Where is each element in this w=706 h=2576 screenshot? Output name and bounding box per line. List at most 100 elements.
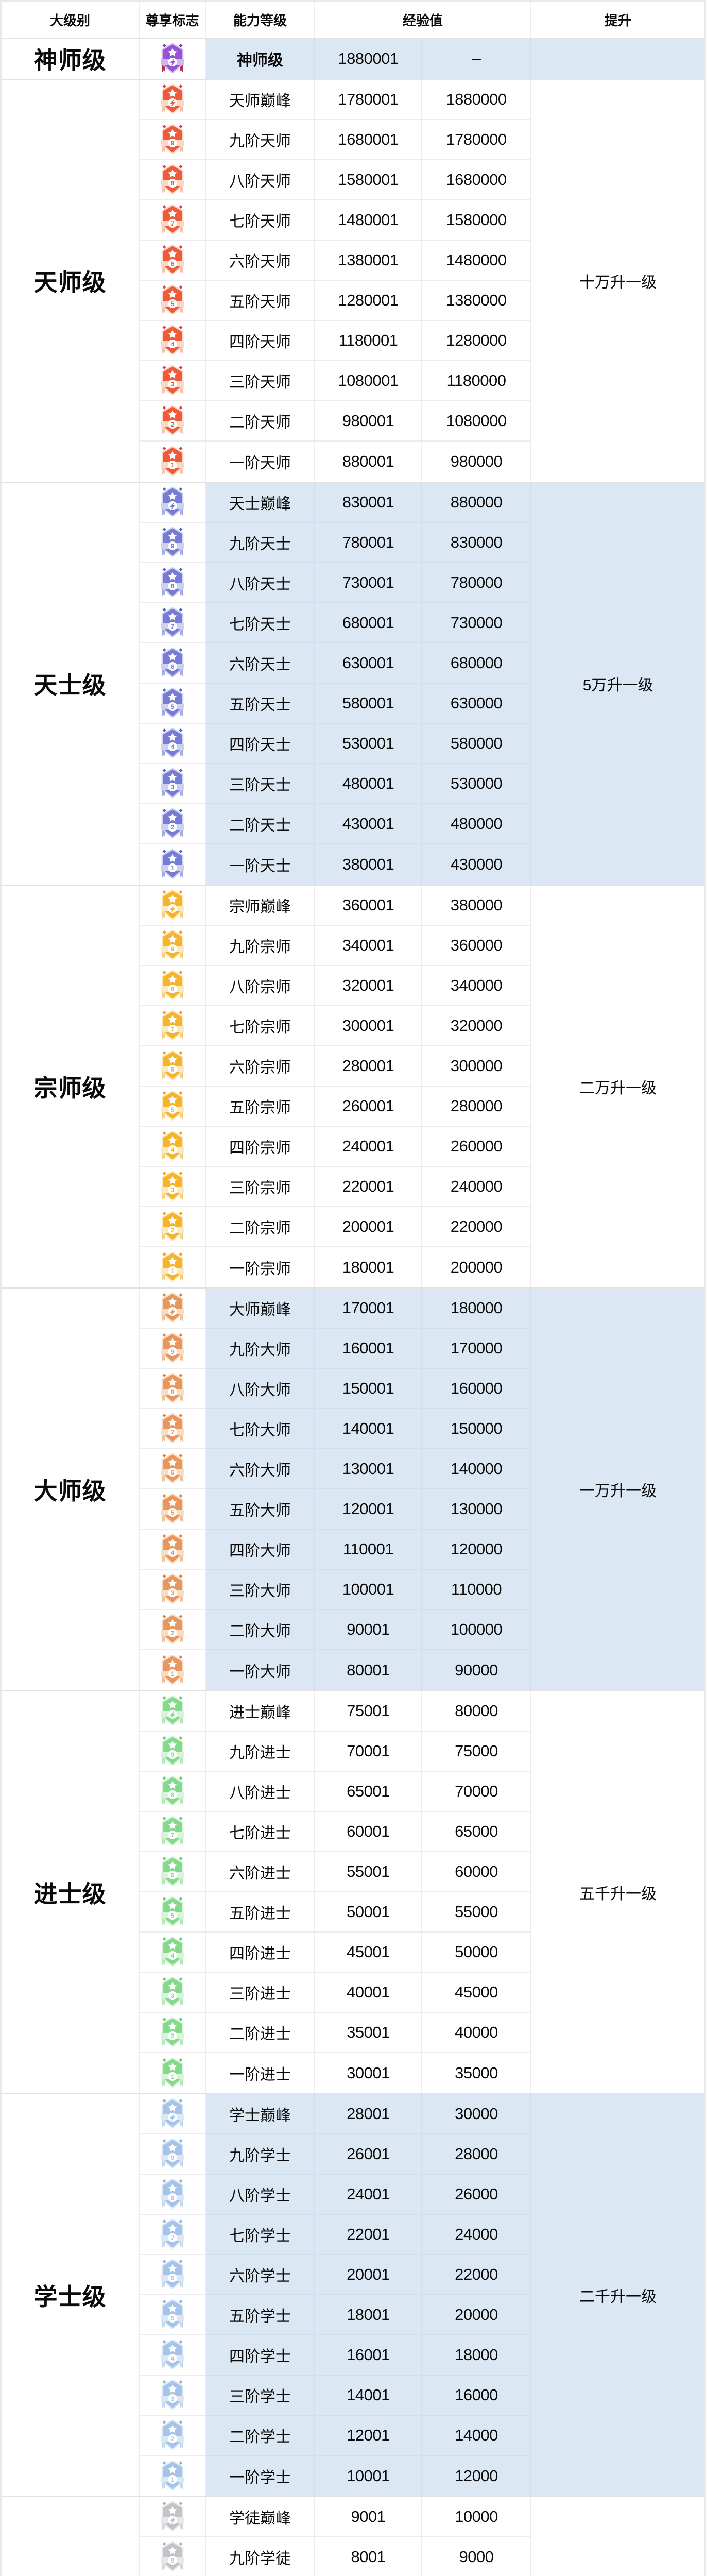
rank-badge-icon: 2 <box>160 808 184 839</box>
exp-min: 300001 <box>315 1006 422 1046</box>
rank-badge-icon: 8 <box>160 164 184 195</box>
group-label: 学士级 <box>2 2094 140 2496</box>
rank-name: 学徒巅峰 <box>206 2497 315 2537</box>
svg-text:9: 9 <box>170 2557 174 2564</box>
exp-max: 380000 <box>422 886 531 926</box>
header-cell-exp: 经验值 <box>315 2 531 38</box>
badge-cell: 3 <box>140 1570 206 1610</box>
exp-min: 130001 <box>315 1449 422 1489</box>
rank-badge-icon <box>160 2098 184 2129</box>
rank-name: 二阶学士 <box>206 2416 315 2456</box>
exp-min: 150001 <box>315 1369 422 1409</box>
exp-max: 1680000 <box>422 160 531 200</box>
exp-min: 120001 <box>315 1489 422 1530</box>
svg-text:3: 3 <box>170 784 174 791</box>
svg-text:4: 4 <box>170 1549 174 1556</box>
badge-cell: 2 <box>140 804 206 844</box>
svg-text:6: 6 <box>170 2275 174 2282</box>
exp-max: 70000 <box>422 1772 531 1812</box>
exp-max: 55000 <box>422 1892 531 1933</box>
badge-cell: 9 <box>140 523 206 563</box>
svg-text:3: 3 <box>170 381 174 388</box>
exp-min: 55001 <box>315 1852 422 1892</box>
exp-max: 580000 <box>422 724 531 764</box>
rank-name: 一阶天师 <box>206 442 315 482</box>
badge-cell: 3 <box>140 1973 206 2013</box>
rank-name: 五阶天师 <box>206 281 315 321</box>
exp-max: 9000 <box>422 2537 531 2576</box>
rank-badge-icon: 8 <box>160 1372 184 1403</box>
badge-cell: 4 <box>140 1530 206 1570</box>
rank-badge-icon: 2 <box>160 2419 184 2450</box>
badge-cell <box>140 886 206 926</box>
header-cell-upgrade: 提升 <box>604 12 631 28</box>
badge-cell: 2 <box>140 1207 206 1247</box>
rank-name: 五阶进士 <box>206 1892 315 1933</box>
rank-badge-icon: 7 <box>160 2218 184 2249</box>
exp-min: 110001 <box>315 1530 422 1570</box>
exp-max: 30000 <box>422 2094 531 2134</box>
exp-max: 1080000 <box>422 401 531 442</box>
badge-cell: 2 <box>140 1610 206 1650</box>
exp-min: 35001 <box>315 2013 422 2053</box>
rank-badge-icon: 4 <box>160 1130 184 1161</box>
rank-badge-icon: 1 <box>160 1654 184 1685</box>
rank-name: 七阶天士 <box>206 603 315 643</box>
group-label: 学徒级 <box>2 2497 140 2576</box>
exp-max: 630000 <box>422 684 531 724</box>
upgrade-label: 十万升一级 <box>531 80 704 482</box>
exp-min: 45001 <box>315 1933 422 1973</box>
rank-badge-icon: 8 <box>160 2178 184 2209</box>
exp-min: 24001 <box>315 2175 422 2215</box>
exp-max: 20000 <box>422 2295 531 2335</box>
rank-name: 七阶进士 <box>206 1812 315 1852</box>
rank-name: 四阶天士 <box>206 724 315 764</box>
rank-name: 神师级 <box>206 39 315 79</box>
badge-cell: 6 <box>140 2255 206 2295</box>
exp-max: 780000 <box>422 563 531 603</box>
group-label: 进士级 <box>2 1691 140 2093</box>
badge-cell: 6 <box>140 643 206 684</box>
rank-badge-icon: 1 <box>160 849 184 879</box>
svg-text:2: 2 <box>170 2435 174 2443</box>
svg-text:2: 2 <box>170 2032 174 2040</box>
rank-name: 四阶大师 <box>206 1530 315 1570</box>
badge-cell: 1 <box>140 844 206 885</box>
exp-max: 60000 <box>422 1852 531 1892</box>
badge-cell <box>140 1289 206 1329</box>
rank-badge-icon: 7 <box>160 607 184 638</box>
rank-badge-icon: 2 <box>160 1614 184 1645</box>
rank-badge-icon: 5 <box>160 1090 184 1121</box>
rank-badge-icon: 7 <box>160 1816 184 1846</box>
rank-badge-icon: 9 <box>160 2138 184 2169</box>
exp-min: 580001 <box>315 684 422 724</box>
svg-text:9: 9 <box>170 543 174 550</box>
rank-name: 六阶进士 <box>206 1852 315 1892</box>
exp-max: 320000 <box>422 1006 531 1046</box>
rank-badge-icon: 3 <box>160 1171 184 1201</box>
badge-cell: 9 <box>140 1732 206 1772</box>
exp-max: 680000 <box>422 643 531 684</box>
exp-max: 530000 <box>422 764 531 804</box>
rank-name: 一阶天士 <box>206 844 315 885</box>
exp-max: 1180000 <box>422 361 531 401</box>
rank-name: 七阶学士 <box>206 2215 315 2255</box>
svg-text:3: 3 <box>170 1187 174 1194</box>
rank-name: 四阶宗师 <box>206 1127 315 1167</box>
rank-group: 学徒级 学徒巅峰 9001 10000 9 <box>2 2497 704 2576</box>
exp-max: 130000 <box>422 1489 531 1530</box>
exp-min: 220001 <box>315 1167 422 1207</box>
exp-min: 26001 <box>315 2134 422 2175</box>
rank-name: 八阶学士 <box>206 2175 315 2215</box>
exp-min: 60001 <box>315 1812 422 1852</box>
badge-cell: 4 <box>140 1127 206 1167</box>
svg-text:7: 7 <box>170 220 174 227</box>
exp-min: 16001 <box>315 2335 422 2376</box>
rank-badge-icon: 5 <box>160 687 184 718</box>
rank-name: 五阶天士 <box>206 684 315 724</box>
exp-min: 10001 <box>315 2456 422 2496</box>
svg-text:7: 7 <box>170 1429 174 1436</box>
badge-cell <box>140 80 206 120</box>
exp-max: 1580000 <box>422 200 531 241</box>
